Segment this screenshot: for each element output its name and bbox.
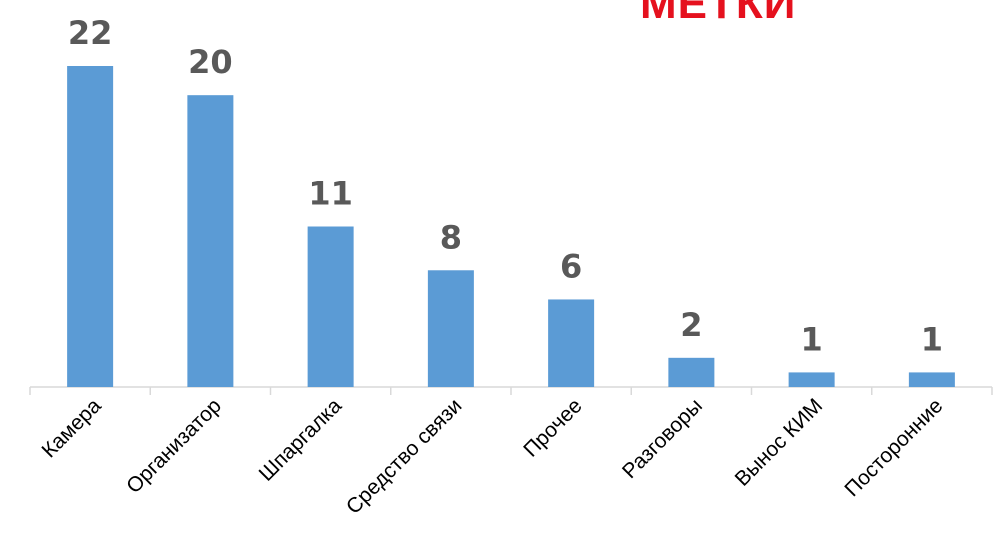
data-label: 11 bbox=[308, 175, 353, 213]
bar-4 bbox=[427, 270, 474, 387]
data-label: 22 bbox=[68, 14, 113, 52]
data-label: 1 bbox=[800, 320, 822, 358]
category-label: Шпаргалка bbox=[255, 394, 347, 486]
data-label: 2 bbox=[680, 306, 702, 344]
category-label: Камера bbox=[38, 394, 106, 462]
bar-8 bbox=[908, 372, 955, 387]
category-label: Разговоры bbox=[618, 394, 707, 483]
bar-1 bbox=[67, 66, 114, 387]
category-label: Прочее bbox=[519, 394, 586, 461]
chart-title: МЕТКИ bbox=[640, 0, 797, 28]
data-label: 1 bbox=[921, 320, 943, 358]
bar-5 bbox=[548, 299, 595, 387]
data-label: 6 bbox=[560, 247, 582, 285]
category-label: Средство связи bbox=[342, 394, 466, 518]
data-label: 8 bbox=[440, 218, 462, 256]
bar-6 bbox=[668, 357, 715, 387]
category-label: Вынос КИМ bbox=[731, 394, 828, 491]
bar-2 bbox=[187, 95, 234, 387]
category-label: Посторонние bbox=[840, 394, 947, 501]
category-label: Организатор bbox=[122, 394, 226, 498]
data-label: 20 bbox=[188, 43, 233, 81]
bar-7 bbox=[788, 372, 835, 387]
bar-3 bbox=[307, 226, 354, 387]
